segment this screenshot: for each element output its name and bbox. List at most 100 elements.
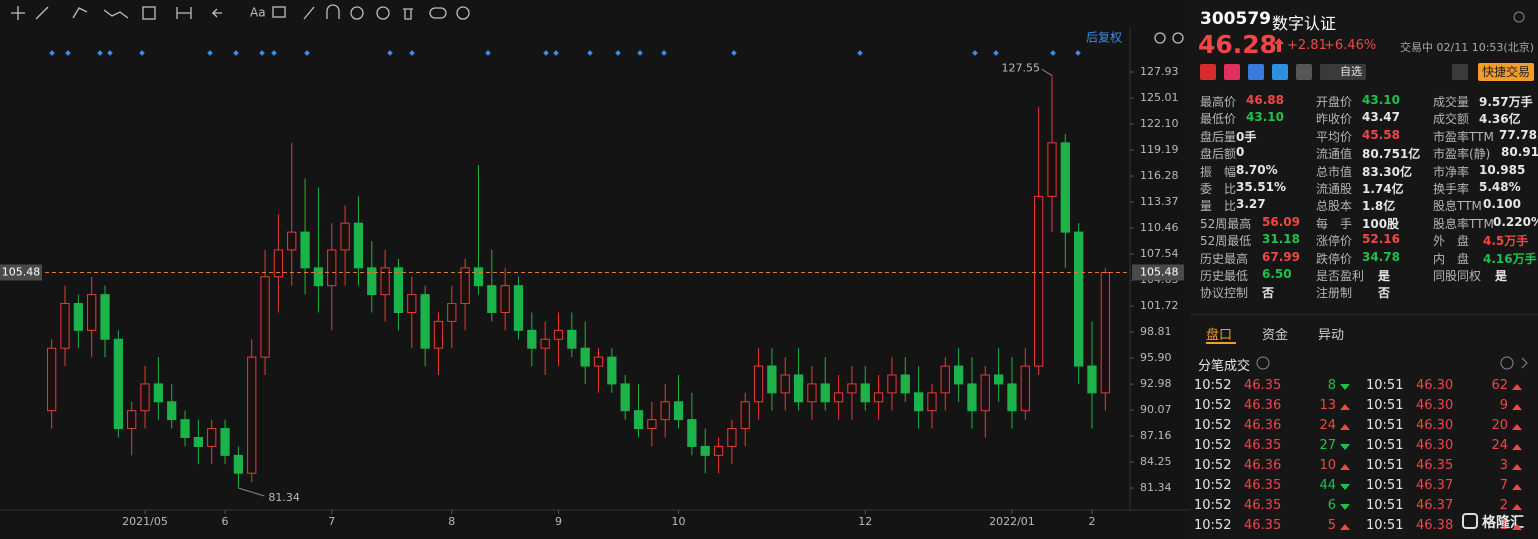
candle-body [633, 410, 644, 430]
trade-volume: 44 [1319, 478, 1336, 493]
candle-body [87, 294, 97, 331]
event-marker [1050, 50, 1056, 56]
stat-label: 最高价 [1200, 95, 1237, 109]
toolbar [11, 4, 1184, 44]
poly-tool[interactable] [72, 7, 88, 19]
measure-tool[interactable] [176, 7, 192, 19]
stat-value: 0 [1236, 145, 1245, 160]
settings-tool[interactable] [456, 6, 470, 20]
candle-body [327, 249, 337, 287]
candle-body [793, 374, 804, 403]
font-tool[interactable]: Aa [250, 6, 266, 20]
stat-label: 量 比 [1200, 199, 1237, 214]
trade-price: 46.30 [1416, 398, 1454, 413]
event-marker [587, 50, 593, 56]
trade-time: 10:51 [1366, 438, 1404, 453]
hide-tool[interactable] [376, 6, 390, 20]
info-icon[interactable] [1256, 356, 1270, 370]
stat-value: 46.88 [1246, 93, 1284, 107]
quote-panel: 300579 数字认证 46.28 +2.81 +6.46% 交易中 02/11… [1190, 0, 1538, 539]
magnet-tool[interactable] [326, 4, 340, 19]
stat-label: 市盈率(静) [1433, 147, 1491, 162]
candle-body [73, 303, 83, 331]
stat-value: 31.18 [1262, 232, 1300, 247]
trade-time: 10:51 [1366, 498, 1404, 513]
high-leader [1041, 68, 1053, 76]
section-title: 分笔成交 [1198, 359, 1251, 374]
adjustment[interactable]: 后复权 [1086, 31, 1122, 45]
more-icons[interactable] [1500, 356, 1534, 370]
stat-value: 6.50 [1262, 267, 1292, 281]
chart-tool[interactable] [142, 6, 156, 20]
stat-value: 43.10 [1246, 110, 1284, 125]
candle-body [673, 401, 684, 421]
candle-body [260, 276, 270, 358]
trade-direction [1340, 484, 1350, 490]
y-tick-label: 110.46 [1140, 221, 1179, 234]
trade-button[interactable]: 快捷交易 [1478, 63, 1535, 81]
settings-icon[interactable] [1512, 10, 1526, 24]
watch-button[interactable]: 自选 [1320, 64, 1366, 80]
logo-mark [1462, 513, 1478, 529]
stat-value: 4.16万手 [1483, 251, 1537, 266]
stat-value: 1.74亿 [1362, 182, 1404, 196]
move-tool[interactable] [11, 6, 25, 20]
tab[interactable]: 异动 [1318, 328, 1345, 343]
trade-price: 46.35 [1244, 378, 1282, 393]
stat-label: 内 盘 [1433, 251, 1470, 266]
stat-label: 最低价 [1200, 112, 1237, 127]
candle-body [247, 356, 257, 474]
candle-body [740, 401, 750, 430]
link-tool[interactable] [429, 7, 447, 19]
tab[interactable]: 盘口 [1206, 328, 1233, 343]
candle-body [60, 303, 70, 349]
candle-body [1100, 271, 1110, 394]
trade-price: 46.35 [1416, 458, 1454, 473]
zoom-in[interactable] [1172, 32, 1184, 44]
candle-body [1020, 365, 1030, 412]
trade-volume: 8 [1327, 378, 1336, 393]
y-tick-label: 95.90 [1140, 351, 1172, 364]
event-marker [731, 50, 737, 56]
trade-direction [1340, 524, 1350, 530]
arrow [1340, 484, 1350, 490]
arrow-tool[interactable] [211, 8, 222, 18]
tab[interactable]: 资金 [1262, 328, 1289, 343]
trade-price: 46.30 [1416, 378, 1454, 393]
trade-volume: 10 [1319, 458, 1336, 473]
candle-body [873, 392, 884, 403]
change: +2.81 [1287, 38, 1327, 53]
price: 46.28 [1198, 30, 1278, 59]
stat-value: 34.78 [1362, 249, 1400, 264]
arrow [1512, 404, 1522, 410]
stat-value: 9.57万手 [1479, 95, 1533, 109]
x-tick-label: 2022/01 [989, 515, 1035, 528]
wave-tool[interactable] [103, 9, 129, 19]
trade-volume: 20 [1491, 418, 1508, 433]
line-tool[interactable] [35, 6, 49, 20]
candle-body [647, 419, 657, 430]
stat-label: 历史最低 [1200, 269, 1249, 283]
arrow [1512, 504, 1522, 510]
alert-button[interactable] [1452, 64, 1468, 80]
zoom-out[interactable] [1154, 32, 1166, 44]
lock-tool[interactable] [350, 6, 364, 20]
y-tick-label: 81.34 [1140, 481, 1172, 494]
icon-row [1200, 64, 1312, 80]
y-tick-label: 98.81 [1140, 325, 1172, 338]
note-tool[interactable] [272, 6, 286, 18]
arrow [1340, 424, 1350, 430]
event-marker [615, 50, 621, 56]
stat-value: 5.48% [1479, 180, 1521, 194]
candle-body [500, 285, 510, 313]
candle-body [780, 374, 790, 394]
stat-label: 52周最低 [1200, 234, 1252, 249]
stat-label: 同股同权 [1433, 269, 1482, 283]
stat-value: 43.10 [1362, 93, 1400, 107]
delete-tool[interactable] [403, 8, 413, 20]
pen-tool[interactable] [303, 6, 315, 20]
candle-body [580, 347, 590, 367]
trade-volume: 1 [1499, 518, 1508, 533]
x-tick-label: 9 [555, 515, 562, 528]
stat-label: 注册制 [1316, 286, 1353, 301]
